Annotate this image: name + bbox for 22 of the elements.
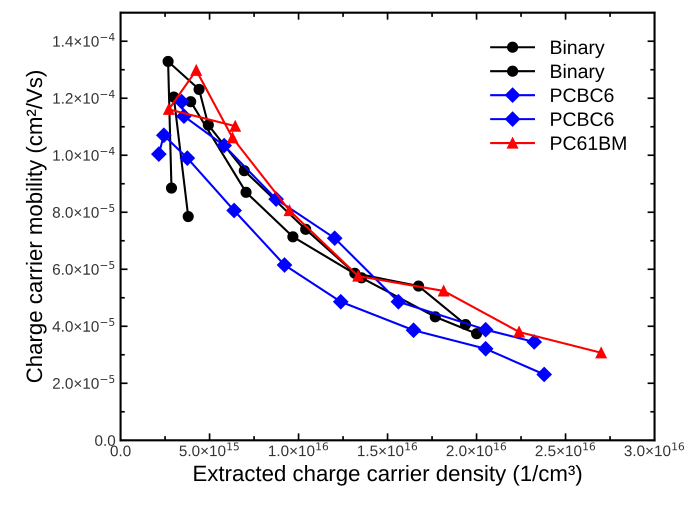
x-tick-label: 0.0: [110, 446, 131, 456]
y-tick-label: 2.0×10$^{−5}$: [52, 375, 114, 389]
y-axis-title: Charge carrier mobility (cm²/Vs): [26, 71, 47, 382]
legend-label: PCBC6: [551, 88, 614, 102]
y-tick-label: 1.0×10$^{−4}$: [53, 147, 115, 161]
x-tick-label: 1.0×10$^{16}$: [269, 442, 328, 456]
x-tick-label: 2.5×10$^{16}$: [536, 442, 596, 456]
y-tick-label: 8.0×10$^{−5}$: [52, 204, 114, 218]
x-tick-label: 3.0×10$^{16}$: [624, 442, 684, 456]
y-tick-label: 4.0×10$^{−5}$: [52, 318, 114, 332]
legend-label: PCBC6: [551, 112, 614, 126]
y-tick-label: 6.0×10$^{−5}$: [52, 261, 114, 275]
legend-label: PC61BM: [551, 136, 626, 150]
x-axis-title: Extracted charge carrier density (1/cm³): [194, 464, 582, 486]
x-tick-label: 1.5×10$^{16}$: [358, 442, 418, 456]
y-tick-label: 1.4×10$^{−4}$: [53, 33, 115, 47]
legend-label: Binary: [551, 64, 605, 82]
y-tick-label: 1.2×10$^{−4}$: [53, 90, 115, 104]
legend-label: Binary: [551, 40, 605, 58]
y-tick-label: 0.0: [95, 435, 116, 446]
x-tick-label: 2.0×10$^{16}$: [446, 442, 506, 456]
x-tick-label: 5.0×10$^{15}$: [179, 442, 239, 456]
